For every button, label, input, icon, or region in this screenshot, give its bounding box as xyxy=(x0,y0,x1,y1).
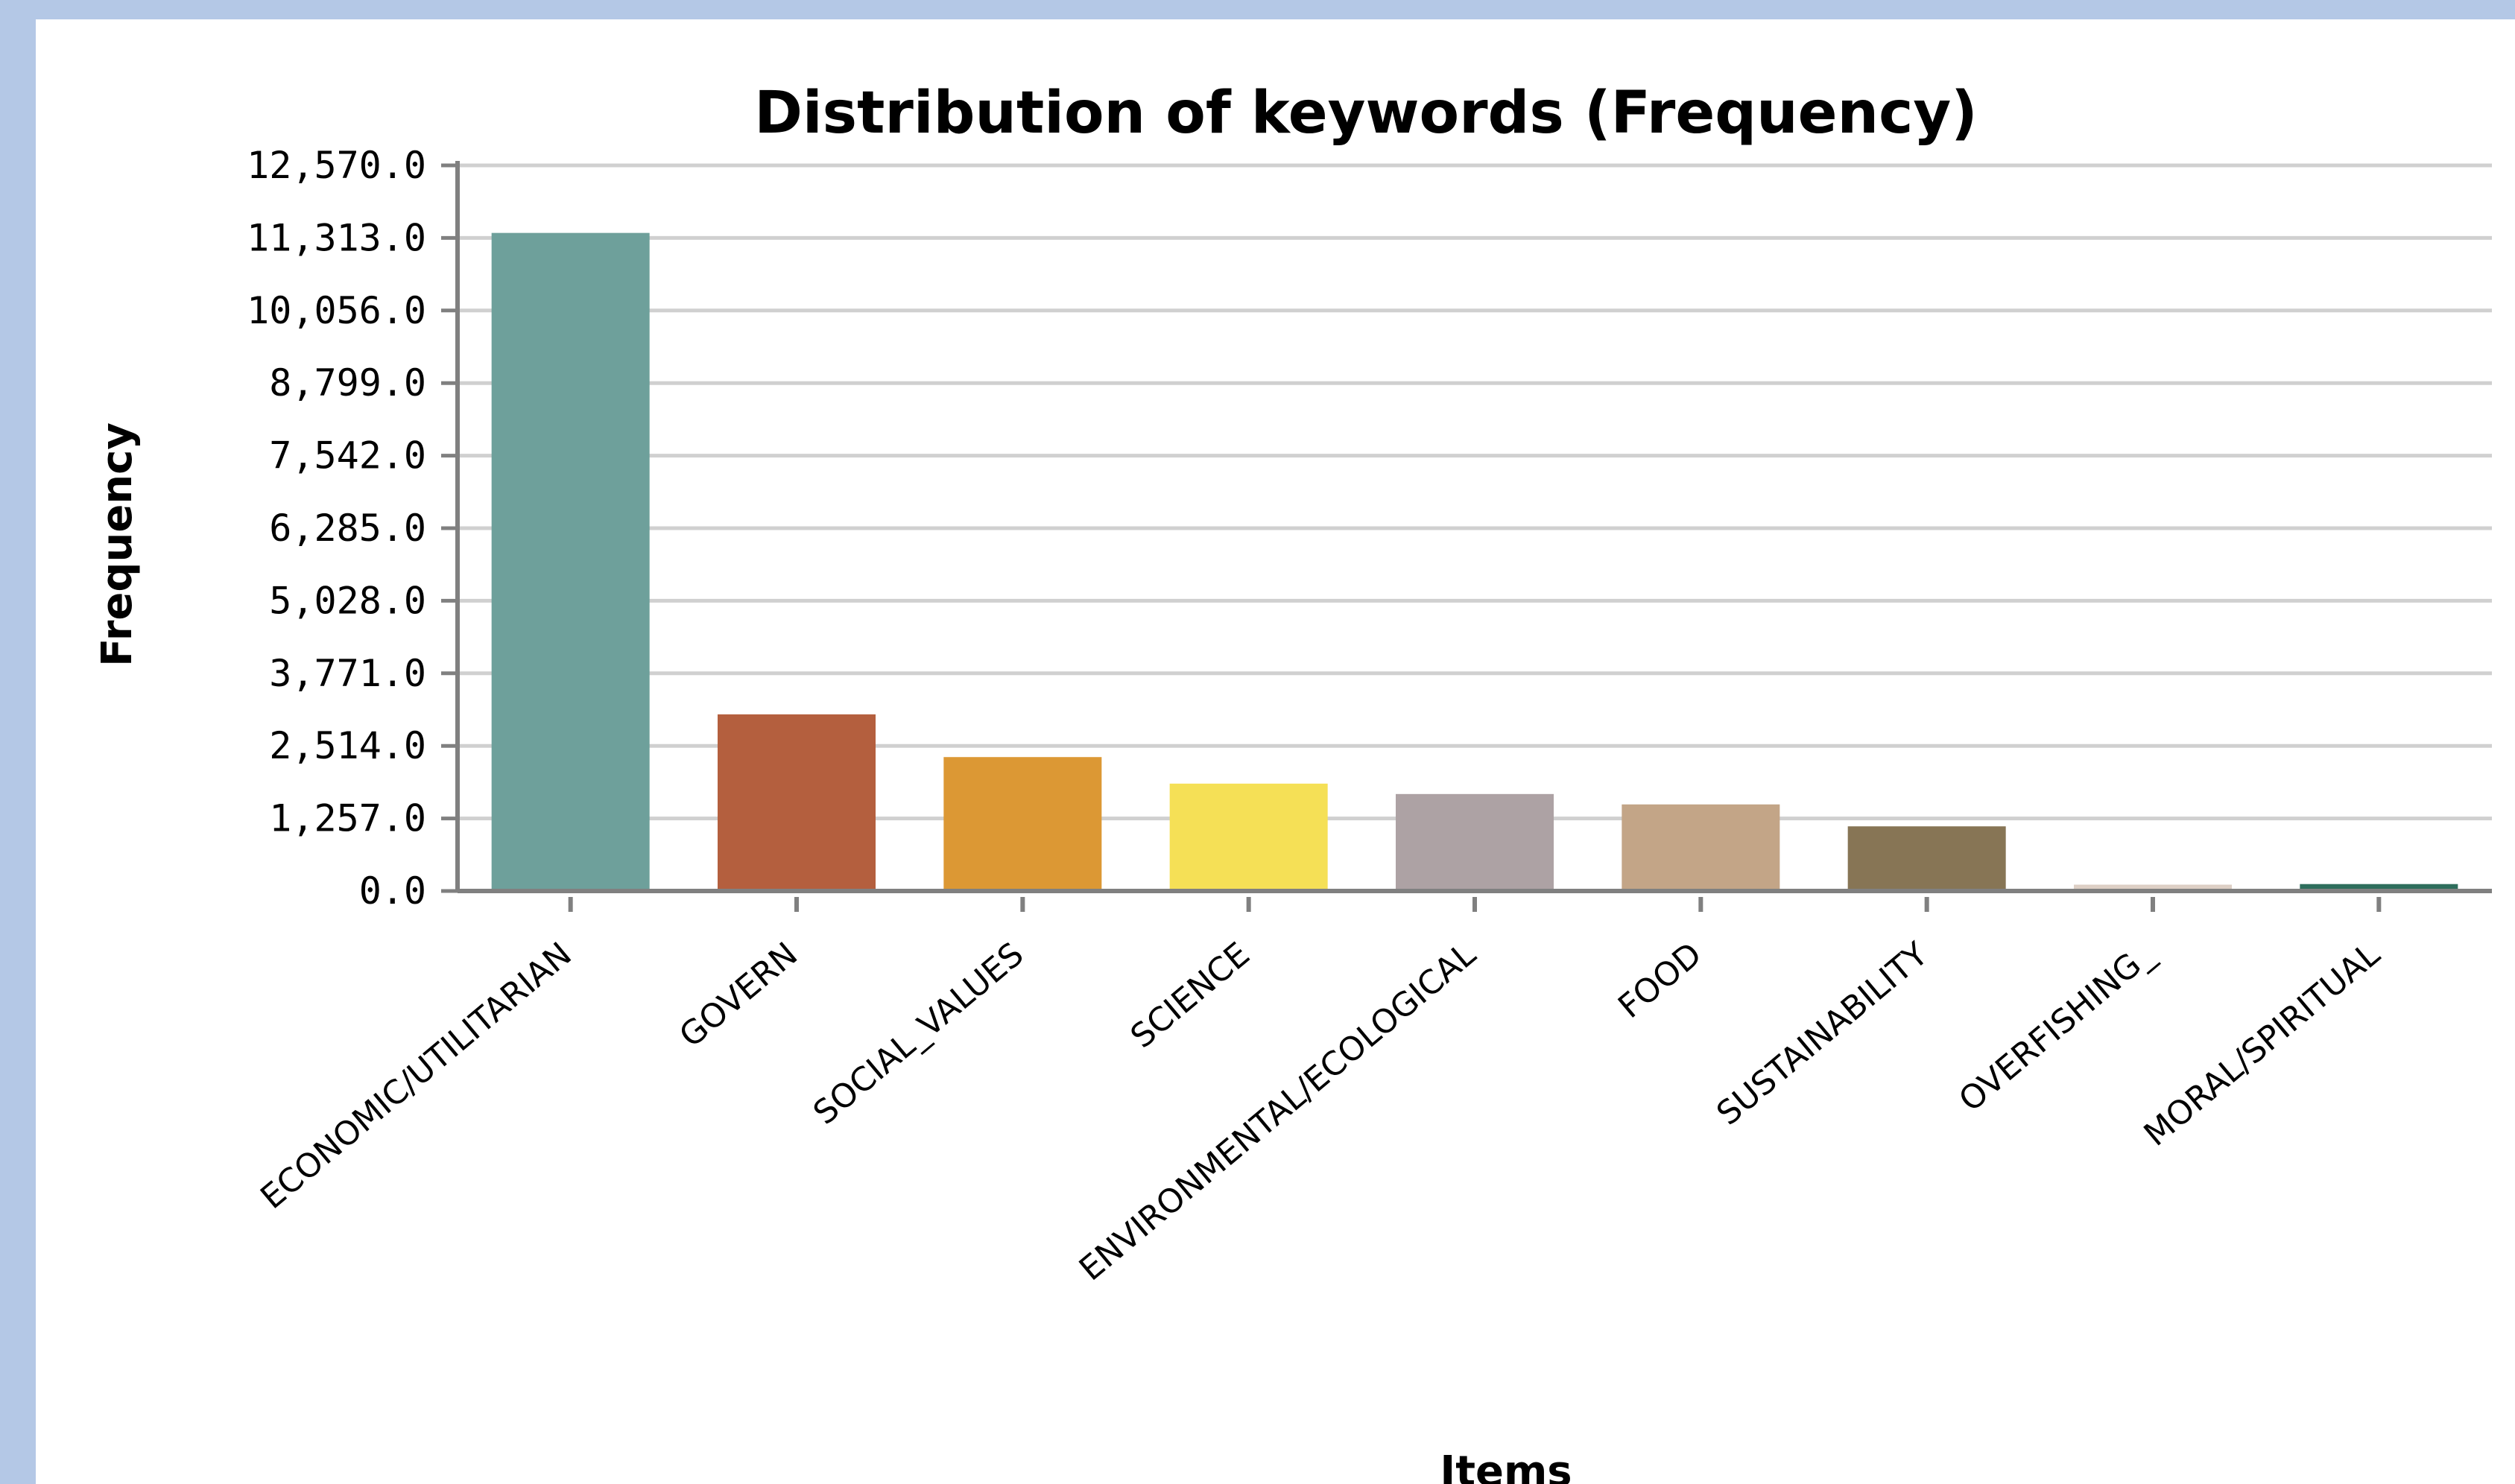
x-tick-label: MORAL/SPIRITUAL xyxy=(2137,935,2388,1154)
y-tick-label: 11,313.0 xyxy=(247,216,426,259)
x-tick-label: ENVIRONMENTAL/ECOLOGICAL xyxy=(1072,935,1483,1288)
chart-panel: Distribution of keywords (Frequency) Fre… xyxy=(36,19,2515,1484)
bar-environmental-ecological xyxy=(1396,793,1554,891)
bar-science xyxy=(1169,783,1328,891)
y-tick-label: 7,542.0 xyxy=(269,434,426,478)
bar-food xyxy=(1622,804,1780,891)
bar-economic-utilitarian xyxy=(491,232,650,892)
bars xyxy=(491,232,2458,892)
axes xyxy=(441,161,2492,912)
y-axis-title: Frequency xyxy=(93,422,142,667)
x-tick-labels: ECONOMIC/UTILITARIAN GOVERN SOCIAL_VALUES S… xyxy=(253,935,2387,1289)
x-tick-label: SOCIAL_VALUES xyxy=(806,935,1031,1132)
bar-sustainability xyxy=(1847,826,2006,891)
x-axis-title: Items xyxy=(1440,1447,1572,1484)
bar-social-values xyxy=(943,757,1102,891)
x-tick-label: GOVERN xyxy=(672,935,805,1055)
bar-overfishing xyxy=(2074,884,2232,891)
x-tick-label: SUSTAINABILITY xyxy=(1709,935,1935,1132)
bar-moral-spiritual xyxy=(2300,884,2458,891)
x-tick-label: OVERFISHING_ xyxy=(1952,935,2161,1120)
y-tick-label: 5,028.0 xyxy=(269,579,426,622)
x-tick-label: ECONOMIC/UTILITARIAN xyxy=(253,935,578,1217)
y-tick-label: 10,056.0 xyxy=(247,289,426,332)
bar-chart: Distribution of keywords (Frequency) Fre… xyxy=(93,80,2492,1484)
y-tick-label: 12,570.0 xyxy=(247,144,426,187)
bar-govern xyxy=(718,714,876,891)
y-tick-label: 0.0 xyxy=(359,869,426,913)
y-tick-label: 6,285.0 xyxy=(269,507,426,550)
y-tick-label: 3,771.0 xyxy=(269,652,426,695)
y-tick-label: 1,257.0 xyxy=(269,797,426,840)
chart-title: Distribution of keywords (Frequency) xyxy=(754,80,1978,147)
y-tick-label: 2,514.0 xyxy=(269,724,426,767)
y-tick-label: 8,799.0 xyxy=(269,361,426,405)
y-tick-labels: 0.0 1,257.0 2,514.0 3,771.0 5,028.0 6,285.0 7,… xyxy=(247,144,426,913)
x-tick-label: SCIENCE xyxy=(1124,935,1257,1056)
x-tick-label: FOOD xyxy=(1611,935,1709,1026)
